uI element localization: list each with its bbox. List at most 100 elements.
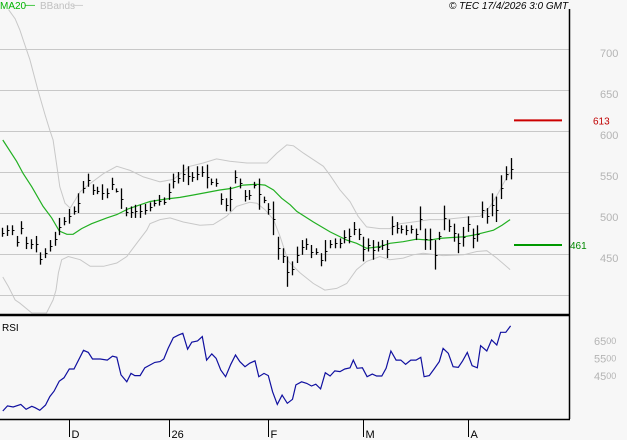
price-bar	[476, 225, 480, 242]
x-axis-label: 26	[172, 429, 184, 440]
price-bar	[244, 190, 248, 202]
price-bar	[391, 216, 395, 236]
rsi-axis-label: 4500	[594, 371, 616, 383]
price-bar	[77, 193, 81, 213]
legend-ma20-swatch: —	[25, 0, 35, 11]
price-bar	[130, 206, 134, 218]
price-bar	[87, 173, 91, 187]
price-bar	[424, 228, 428, 250]
price-bar	[405, 225, 409, 236]
price-bar	[434, 240, 438, 270]
x-axis-label: D	[72, 429, 80, 440]
price-bars	[1, 158, 514, 287]
price-bar	[35, 235, 39, 253]
price-bar	[491, 193, 495, 217]
price-bar	[324, 240, 328, 262]
price-bar	[377, 241, 381, 252]
price-bar	[258, 178, 262, 210]
price-bar	[168, 183, 172, 200]
price-bar	[11, 225, 15, 236]
price-bar	[158, 194, 162, 206]
price-axis-label: 700	[600, 48, 618, 60]
price-bar	[396, 222, 400, 234]
ma20-line	[2, 139, 511, 249]
price-bar	[125, 207, 129, 217]
price-bar	[215, 178, 219, 187]
x-axis-label: F	[271, 429, 278, 440]
price-bar	[196, 166, 200, 181]
price-bar	[296, 246, 300, 264]
price-bar	[177, 172, 181, 184]
price-bar	[362, 236, 366, 262]
price-bar	[486, 208, 490, 224]
price-bar	[305, 238, 309, 250]
price-bar	[286, 256, 290, 287]
price-bar	[115, 188, 119, 193]
price-axis-label: 550	[600, 171, 618, 183]
price-axis-label: 500	[600, 212, 618, 224]
price-panel: 613 461 450 500 550 600 650 700	[0, 9, 618, 314]
price-bar	[419, 206, 423, 231]
price-bar	[472, 228, 476, 249]
price-bar	[415, 228, 419, 241]
price-bar	[481, 201, 485, 218]
price-bar	[367, 238, 371, 252]
price-bar	[500, 175, 504, 200]
price-bar	[139, 204, 143, 218]
price-bar	[191, 172, 195, 182]
rsi-title: RSI	[2, 323, 19, 334]
price-bar	[111, 177, 115, 191]
price-bar	[206, 164, 210, 189]
price-bar	[229, 186, 233, 212]
price-bar	[54, 231, 58, 246]
price-bar	[234, 170, 238, 184]
price-bar	[386, 240, 390, 259]
price-bar	[438, 231, 442, 241]
price-bar	[457, 233, 461, 254]
rsi-line	[2, 325, 512, 412]
x-axis-label: A	[471, 429, 479, 440]
legend: MA20 — BBands —	[0, 0, 83, 12]
price-bar	[301, 240, 305, 255]
price-bar	[348, 228, 352, 244]
price-bar	[263, 196, 267, 204]
price-bar	[505, 166, 509, 181]
price-bar	[25, 236, 29, 250]
price-bar	[101, 184, 105, 200]
legend-bbands-swatch: —	[73, 0, 83, 11]
x-axis-label: M	[366, 429, 375, 440]
price-bar	[282, 248, 286, 264]
price-bar	[272, 201, 276, 236]
price-bar	[358, 228, 362, 241]
price-bar	[58, 217, 62, 236]
price-bar	[210, 178, 214, 186]
rsi-axis-label: 6500	[594, 336, 616, 348]
price-bar	[6, 225, 10, 236]
price-bar	[443, 205, 447, 231]
price-bar	[291, 261, 295, 276]
rsi-axis-label: 5500	[594, 354, 616, 366]
price-bar	[49, 240, 53, 252]
price-bar	[410, 225, 414, 234]
price-bar	[510, 158, 514, 180]
price-level-label: 461	[570, 241, 587, 252]
price-bar	[467, 216, 471, 232]
price-bar	[267, 203, 271, 215]
x-axis: D 26 F M A	[69, 419, 479, 440]
price-bar	[82, 181, 86, 194]
bbands-upper-line	[8, 9, 511, 230]
price-bar	[106, 188, 110, 199]
legend-bbands-label: BBands	[40, 1, 75, 12]
price-bar	[182, 164, 186, 182]
price-bar	[68, 208, 72, 224]
price-bar	[149, 202, 153, 212]
price-bar	[372, 240, 376, 260]
price-bar	[1, 227, 5, 237]
price-axis-label: 600	[600, 130, 618, 142]
price-bar	[315, 248, 319, 255]
price-bar	[253, 181, 257, 189]
price-bar	[92, 184, 96, 195]
price-level-label: 613	[593, 116, 610, 127]
price-bar	[44, 248, 48, 259]
